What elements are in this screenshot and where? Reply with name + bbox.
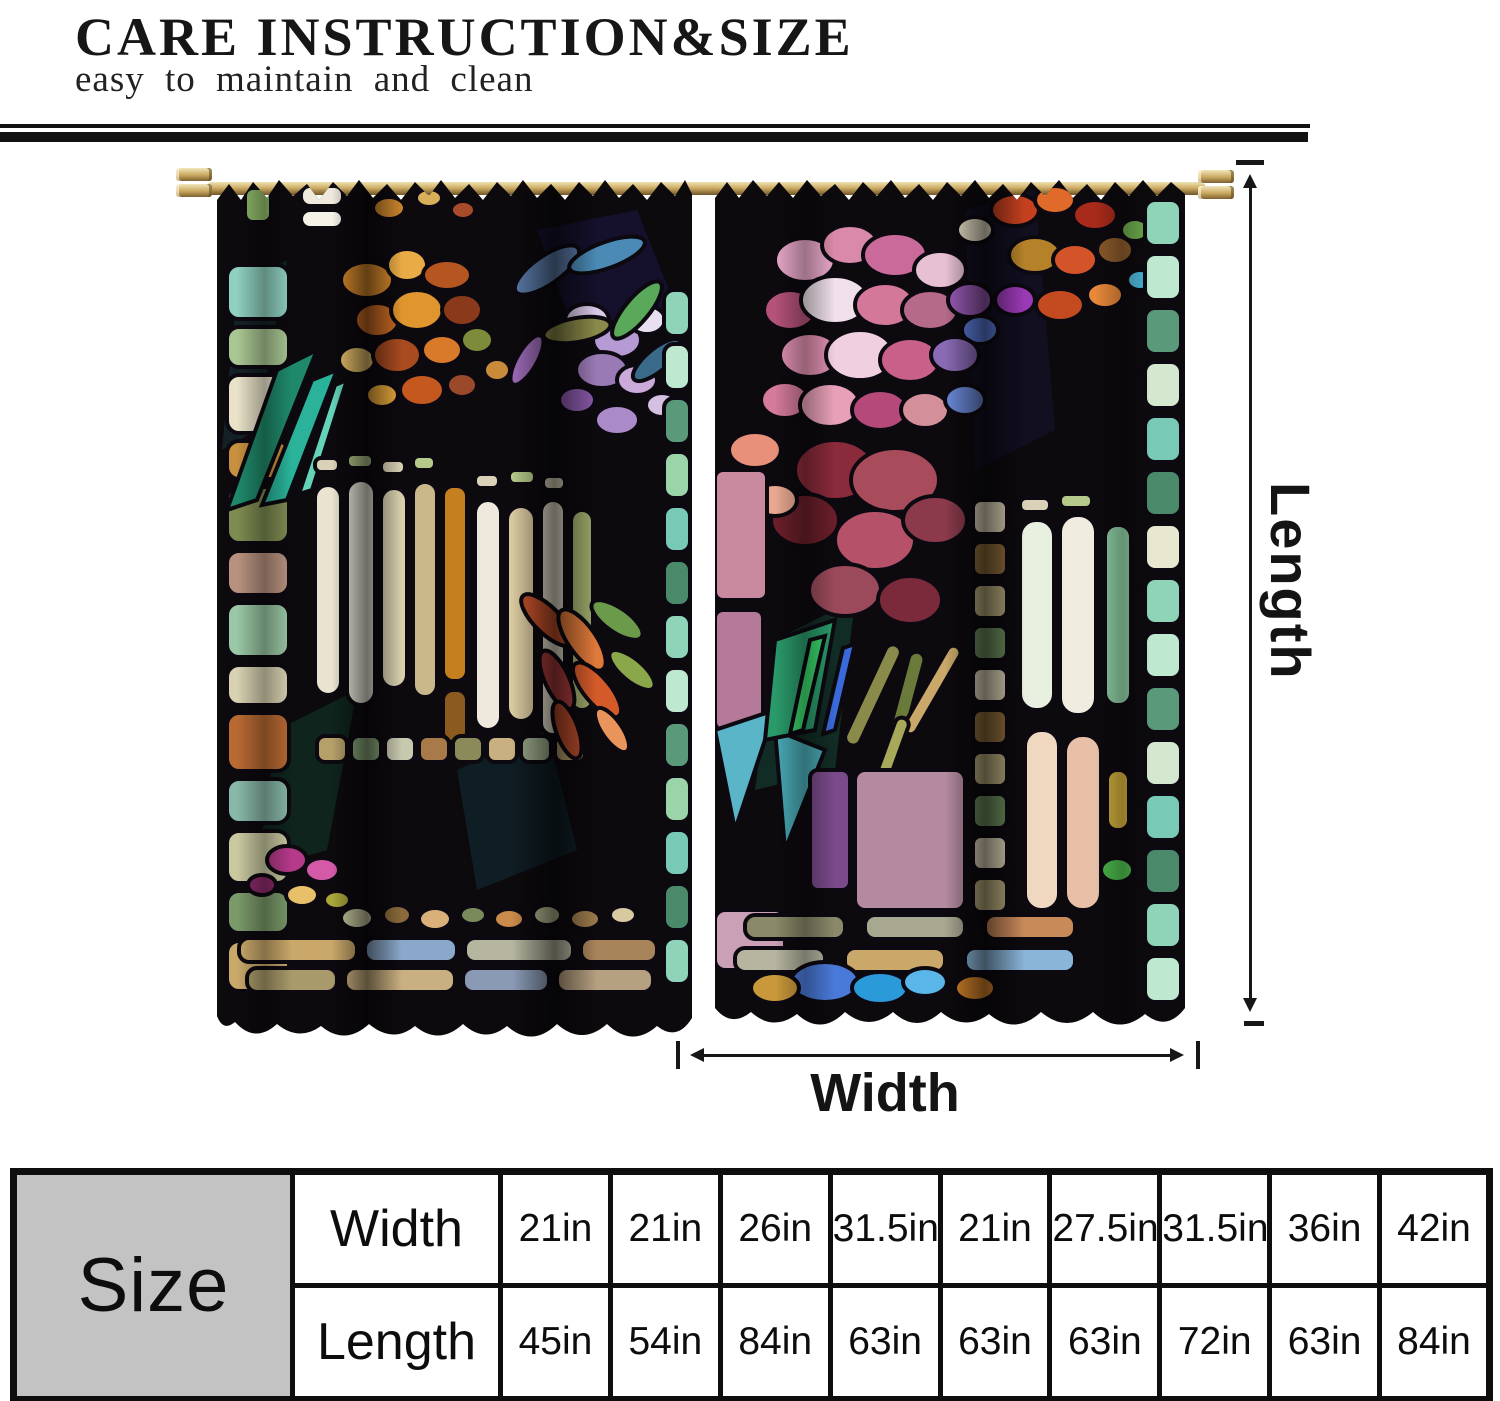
table-row-length: Length 45in 54in 84in 63in 63in 63in 72i…: [14, 1283, 1492, 1401]
length-arrow-up-icon: [1243, 174, 1257, 188]
length-value: 72in: [1157, 1283, 1273, 1401]
width-value: 36in: [1267, 1169, 1382, 1288]
size-corner-cell: Size: [11, 1169, 295, 1401]
length-value: 63in: [1267, 1283, 1382, 1401]
length-value: 45in: [498, 1283, 613, 1401]
page-subtitle: easy to maintain and clean: [75, 59, 534, 100]
width-value: 31.5in: [827, 1169, 943, 1288]
width-label: Width: [810, 1063, 960, 1123]
curtain-scene: Length Width: [0, 150, 1500, 1123]
divider-thick: [0, 132, 1308, 142]
width-arrow-right-icon: [1170, 1048, 1184, 1062]
width-value: 27.5in: [1047, 1169, 1163, 1288]
divider-thin: [0, 124, 1310, 128]
width-tick-right: [1196, 1041, 1200, 1069]
right-curtain-panel: [715, 180, 1185, 1025]
size-table: Size Width 21in 21in 26in 31.5in 21in 27…: [10, 1168, 1493, 1401]
length-value: 84in: [717, 1283, 833, 1401]
width-value: 26in: [717, 1169, 833, 1288]
length-value: 63in: [937, 1283, 1053, 1401]
finial-cap: [176, 168, 212, 181]
length-arrow-down-icon: [1243, 998, 1257, 1012]
width-value: 21in: [498, 1169, 613, 1288]
finial-cap: [1198, 186, 1234, 199]
width-row-header: Width: [290, 1169, 503, 1288]
width-value: 21in: [607, 1169, 723, 1288]
width-value: 21in: [937, 1169, 1053, 1288]
length-value: 63in: [827, 1283, 943, 1401]
left-curtain-panel: [217, 180, 692, 1037]
length-tick-top: [1236, 160, 1264, 165]
page-title: CARE INSTRUCTION&SIZE: [75, 7, 854, 67]
length-value: 54in: [607, 1283, 723, 1401]
rod-finial-right-icon: [1198, 170, 1234, 201]
rod-finial-left-icon: [176, 168, 212, 199]
table-row-width: Size Width 21in 21in 26in 31.5in 21in 27…: [11, 1169, 1492, 1401]
width-arrow-left-icon: [690, 1048, 704, 1062]
finial-cap: [1198, 170, 1234, 183]
length-tick-bottom: [1244, 1021, 1264, 1026]
width-value: 31.5in: [1157, 1169, 1273, 1288]
width-arrow-line: [700, 1054, 1174, 1057]
length-arrow-line: [1249, 186, 1252, 1006]
length-value: 84in: [1377, 1283, 1492, 1401]
finial-cap: [176, 184, 212, 197]
length-row-header: Length: [290, 1283, 503, 1401]
width-value: 42in: [1377, 1169, 1492, 1288]
width-tick-left: [676, 1041, 680, 1069]
length-label: Length: [1259, 482, 1322, 681]
length-value: 63in: [1047, 1283, 1163, 1401]
